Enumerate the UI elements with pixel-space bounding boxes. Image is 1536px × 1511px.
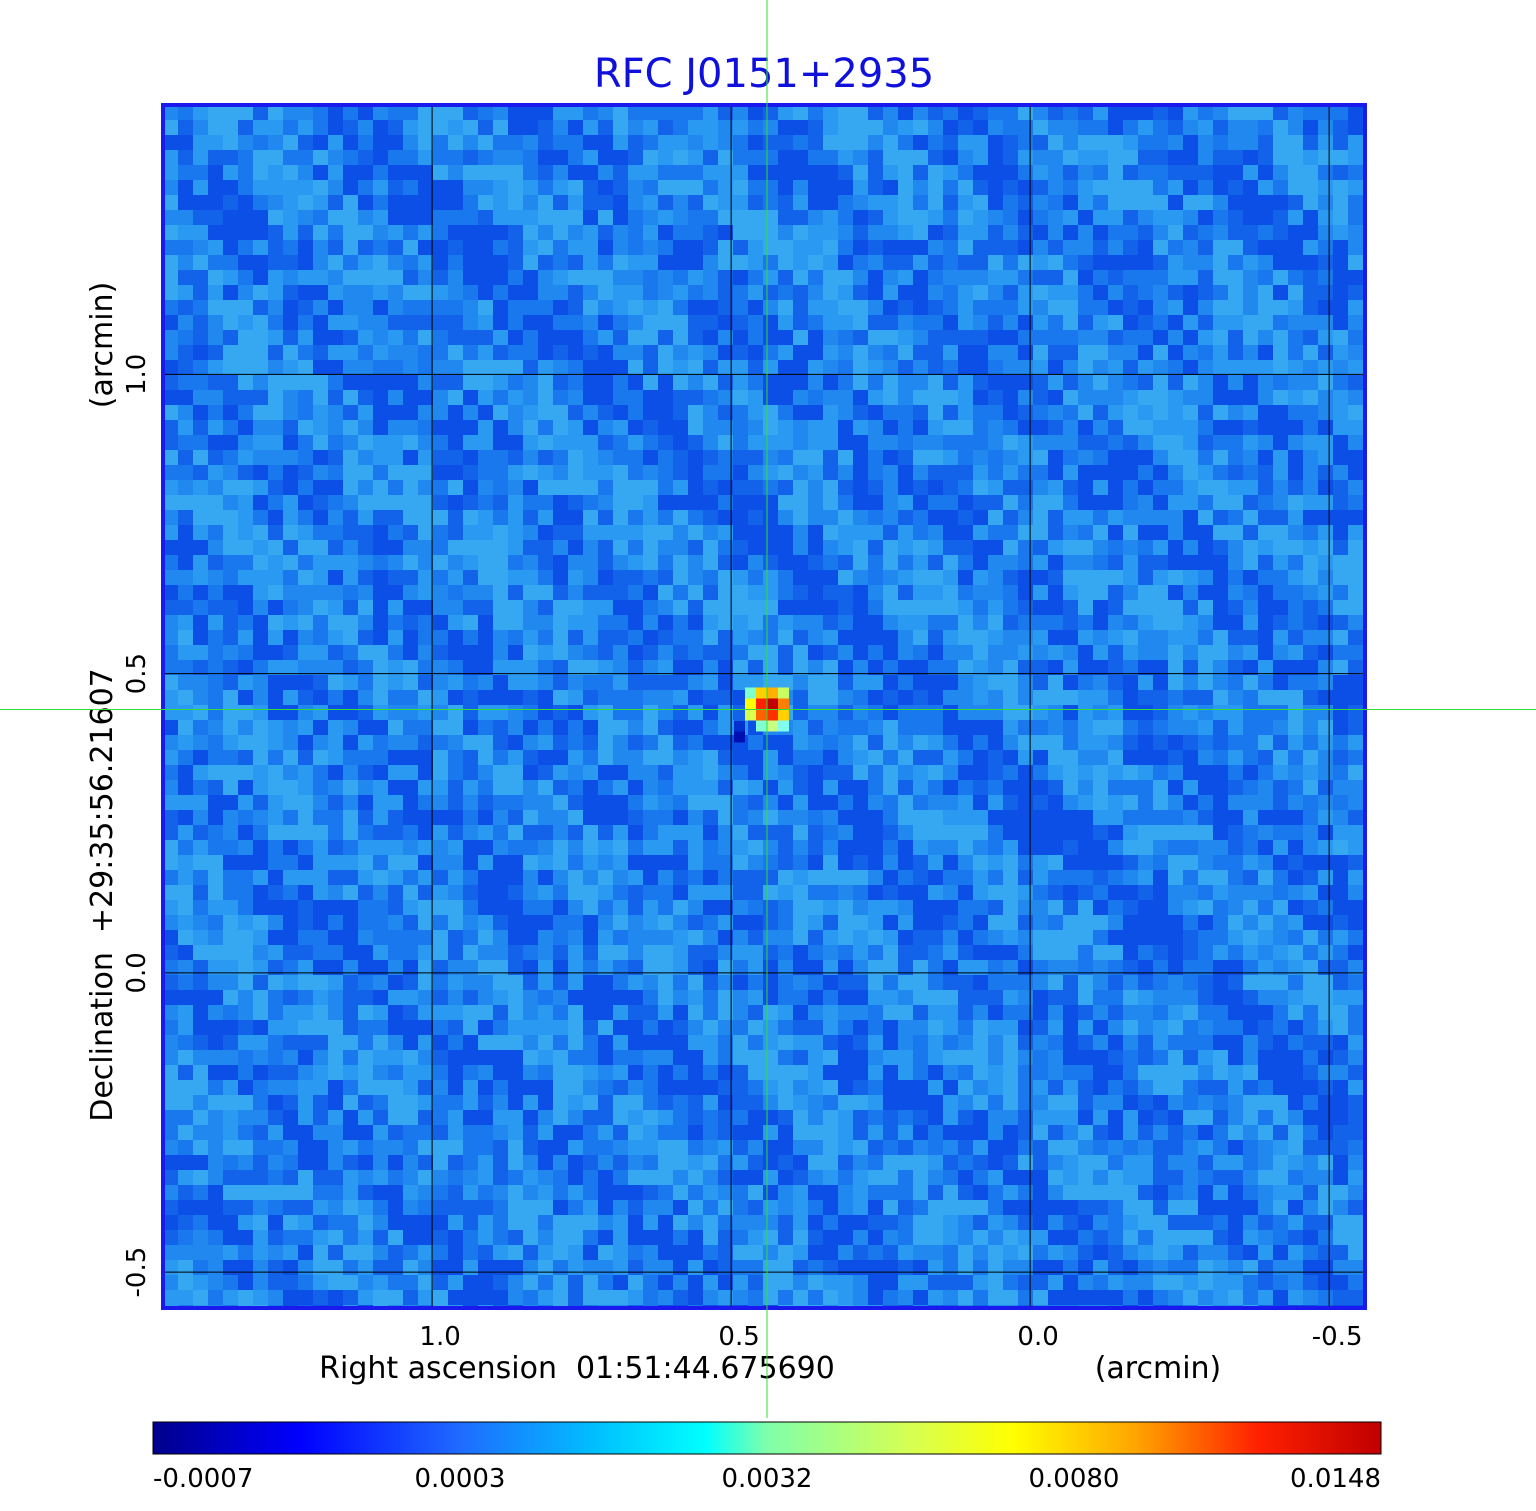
x-tick-label: 0.5	[718, 1322, 759, 1352]
x-tick-label: 0.0	[1017, 1322, 1058, 1352]
source-pixel	[733, 731, 745, 743]
source-pixel	[777, 698, 789, 710]
x-tick-label: 1.0	[419, 1322, 460, 1352]
source-pixel	[766, 698, 778, 710]
y-axis-label: Declination +29:35:56.21607	[85, 668, 120, 1122]
source-pixel	[766, 720, 778, 732]
plot-frame	[161, 103, 1367, 1310]
x-tick-label: -0.5	[1312, 1322, 1363, 1352]
source-pixel	[744, 698, 756, 710]
source-pixel	[777, 720, 789, 732]
y-tick-label: 1.0	[122, 354, 152, 395]
source-pixel	[777, 709, 789, 721]
x-axis-unit: (arcmin)	[1095, 1351, 1222, 1386]
source-pixel	[755, 687, 767, 699]
chart-title: RFC J0151+2935	[594, 51, 934, 97]
x-tick-labels: 1.0 0.5 0.0 -0.5	[419, 1322, 1362, 1352]
colorbar-tick-label: 0.0148	[1290, 1464, 1381, 1494]
colorbar-tick-label: 0.0032	[722, 1464, 813, 1494]
source-pixel	[755, 709, 767, 721]
image-pixels	[163, 105, 1365, 1308]
source-blob	[733, 687, 789, 743]
source-pixel	[744, 687, 756, 699]
x-axis-label: Right ascension 01:51:44.675690	[319, 1351, 835, 1386]
y-tick-label: 0.0	[122, 952, 152, 993]
plot-area	[163, 105, 1365, 1308]
colorbar-tick-labels: -0.0007 0.0003 0.0032 0.0080 0.0148	[153, 1464, 1381, 1494]
colorbar	[152, 1421, 1382, 1455]
colorbar-tick-label: -0.0007	[153, 1464, 253, 1494]
coordinate-grid	[163, 105, 1365, 1308]
y-axis-unit: (arcmin)	[85, 282, 120, 409]
source-pixel	[755, 720, 767, 732]
colorbar-tick-label: 0.0003	[415, 1464, 506, 1494]
source-pixel	[755, 698, 767, 710]
source-pixel	[733, 720, 745, 732]
y-tick-label: 0.5	[122, 653, 152, 694]
source-pixel	[777, 687, 789, 699]
colorbar-tick-label: 0.0080	[1029, 1464, 1120, 1494]
crosshair	[0, 0, 1536, 1418]
y-tick-label: -0.5	[122, 1247, 152, 1298]
source-pixel	[766, 687, 778, 699]
y-tick-labels: -0.5 0.0 0.5 1.0	[122, 354, 152, 1298]
source-pixel	[766, 709, 778, 721]
source-pixel	[744, 709, 756, 721]
